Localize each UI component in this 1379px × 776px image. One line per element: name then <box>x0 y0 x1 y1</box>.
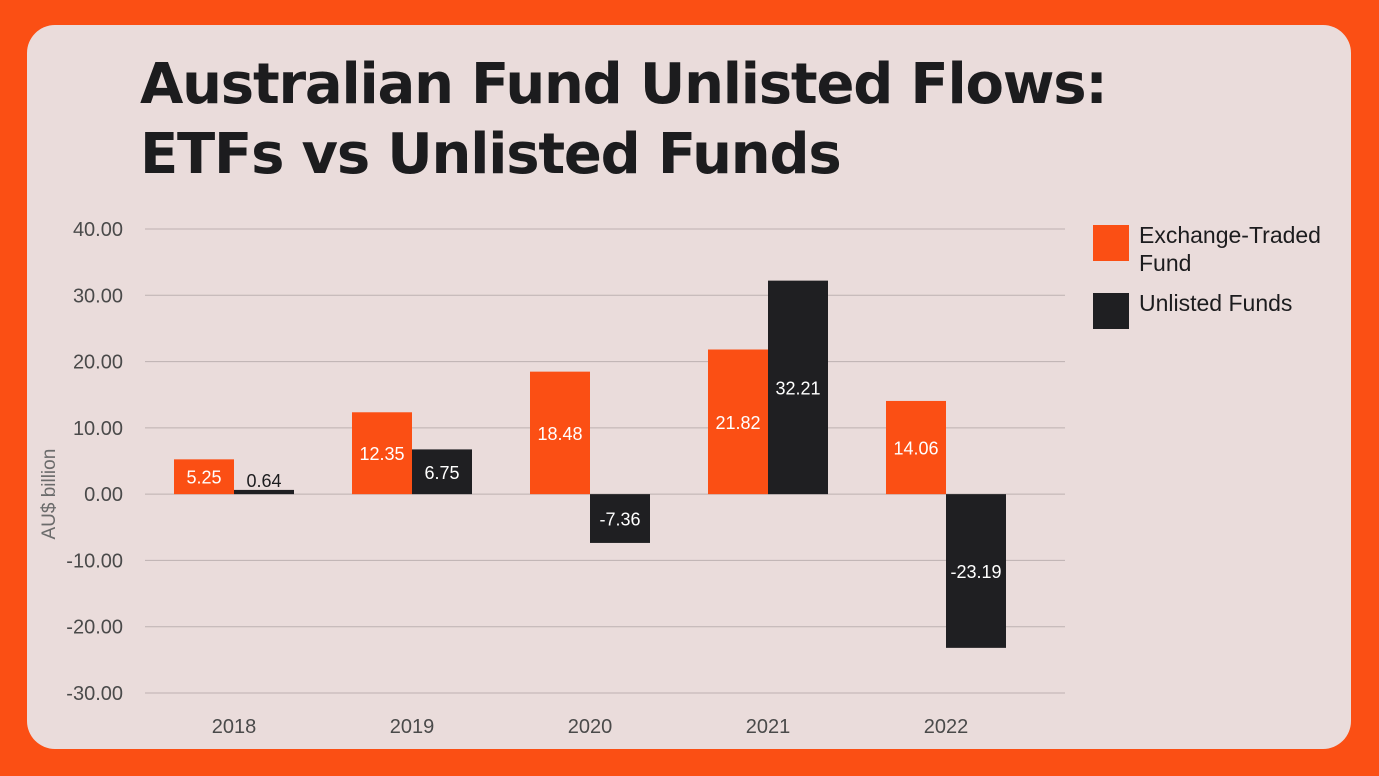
legend-swatch-unlisted <box>1093 293 1129 329</box>
data-label: 14.06 <box>893 439 938 459</box>
data-label: 32.21 <box>775 378 820 398</box>
bar-etf-2022 <box>886 400 946 495</box>
bar-etf-2018 <box>174 459 234 495</box>
data-label: 21.82 <box>715 413 760 433</box>
bar-unlisted-2022 <box>946 494 1006 648</box>
y-tick-label: 30.00 <box>73 285 123 307</box>
y-tick-label: 20.00 <box>73 352 123 374</box>
chart-title-line-2: ETFs vs Unlisted Funds <box>140 122 842 187</box>
y-axis-label: AU$ billion <box>39 449 60 540</box>
bar-unlisted-2019 <box>412 449 472 495</box>
bar-unlisted-2020 <box>590 494 650 543</box>
bar-unlisted-2021 <box>768 280 828 495</box>
x-tick-label: 2018 <box>212 716 257 738</box>
bar-unlisted-2018 <box>234 489 294 495</box>
y-tick-label: 0.00 <box>84 484 123 506</box>
y-tick-label: 10.00 <box>73 418 123 440</box>
x-tick-label: 2021 <box>746 716 791 738</box>
data-labels: 5.25 12.35 18.48 21.82 14.06 0.64 6.75 -7.36 32.… <box>186 378 1001 582</box>
data-label: 18.48 <box>537 424 582 444</box>
data-label: 6.75 <box>424 463 459 483</box>
y-tick-label: -10.00 <box>66 550 123 572</box>
legend-label-unlisted: Unlisted Funds <box>1139 290 1293 316</box>
legend-label-etf: Exchange-Traded Fund <box>1139 222 1321 276</box>
data-label: -7.36 <box>599 510 640 530</box>
data-label: 5.25 <box>186 468 221 488</box>
chart-title-line-1: Australian Fund Unlisted Flows: <box>140 52 1108 117</box>
x-tick-label: 2019 <box>390 716 435 738</box>
bar-etf-2021 <box>708 349 768 495</box>
data-label: 12.35 <box>359 444 404 464</box>
bar-etf-2019 <box>352 412 412 495</box>
x-tick-label: 2020 <box>568 716 613 738</box>
data-label: -23.19 <box>950 562 1001 582</box>
axes: 40.00 30.00 20.00 10.00 0.00 -10.00 -20.00 -30.… <box>39 219 968 738</box>
y-tick-label: 40.00 <box>73 219 123 241</box>
chart-title: Australian Fund Unlisted Flows: ETFs vs … <box>140 50 1108 190</box>
y-tick-label: -20.00 <box>66 617 123 639</box>
y-tick-label: -30.00 <box>66 683 123 705</box>
bar-etf-2020 <box>530 371 590 495</box>
data-label: 0.64 <box>246 471 281 491</box>
chart-card <box>27 25 1351 749</box>
x-tick-label: 2022 <box>924 716 969 738</box>
bars <box>174 280 1006 648</box>
legend-swatch-etf <box>1093 225 1129 261</box>
